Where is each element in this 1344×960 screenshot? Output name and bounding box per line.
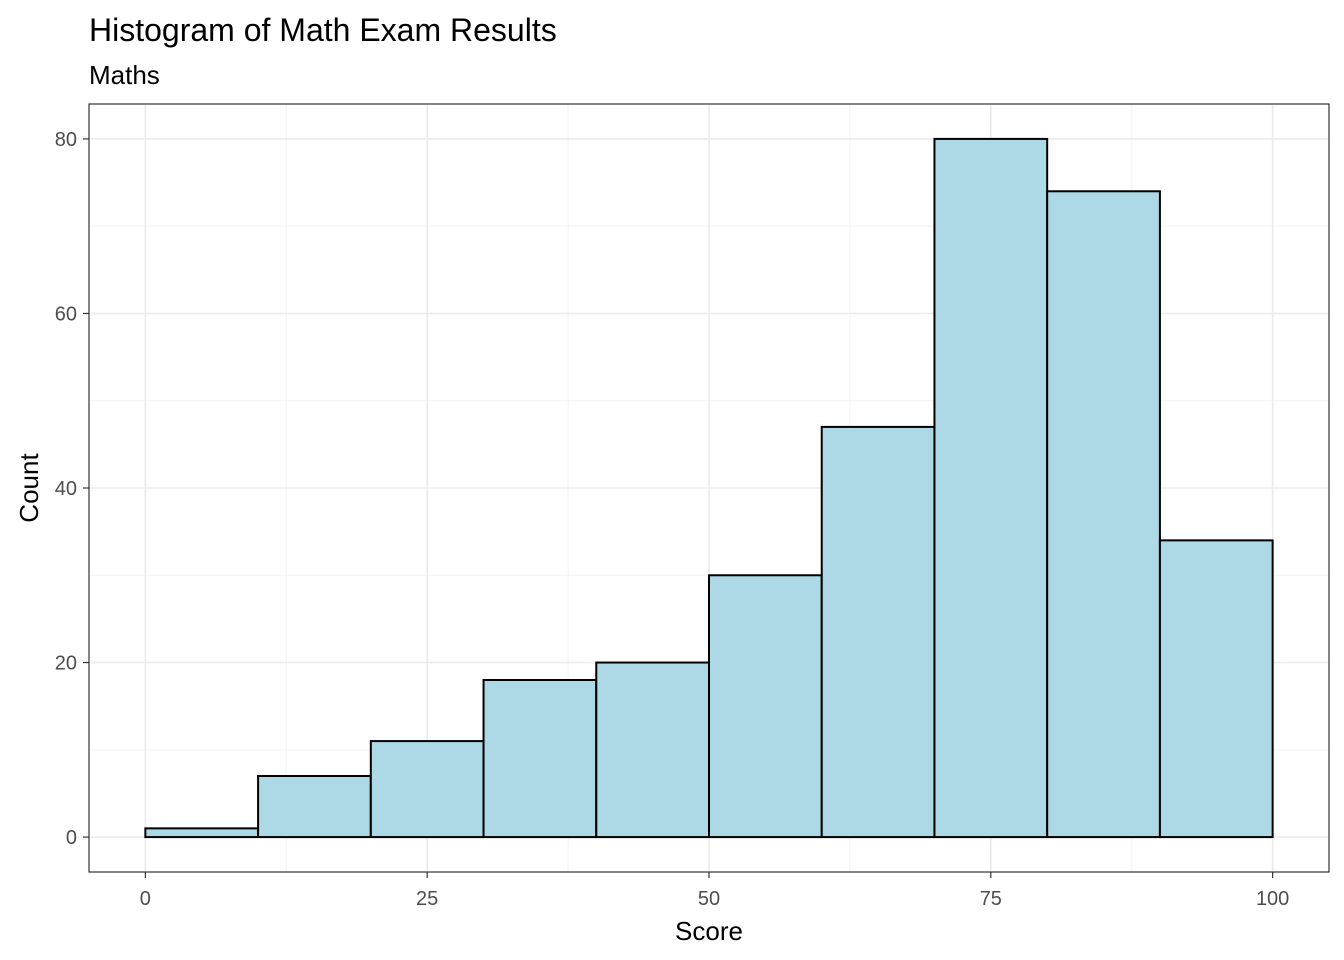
- x-axis-title: Score: [675, 916, 743, 946]
- chart-subtitle: Maths: [89, 60, 160, 90]
- axis-ticks: [83, 138, 1274, 878]
- y-axis-tick-labels: 0 20 40 60 80: [55, 129, 77, 849]
- histogram-bar: [933, 137, 1049, 839]
- y-axis-title: Count: [14, 453, 44, 523]
- x-axis-tick-label: 0: [140, 888, 151, 910]
- histogram-bar: [820, 425, 936, 839]
- x-axis-tick-labels: 0 25 50 75 100: [140, 888, 1290, 910]
- chart-title: Histogram of Math Exam Results: [89, 12, 557, 48]
- histogram-bar: [1158, 539, 1274, 839]
- x-axis-tick-label: 25: [416, 888, 438, 910]
- x-axis-tick-label: 50: [698, 888, 720, 910]
- histogram-bar: [369, 740, 485, 839]
- y-axis-tick-label: 40: [55, 478, 77, 500]
- histogram-bar: [257, 775, 372, 839]
- y-axis-tick-label: 0: [66, 827, 77, 849]
- histogram-bar: [708, 574, 823, 839]
- histogram-bar: [482, 679, 598, 839]
- histogram-bars: [144, 137, 1274, 839]
- x-axis-tick-label: 75: [980, 888, 1002, 910]
- histogram-bar: [144, 827, 260, 839]
- histogram-bar: [1046, 190, 1161, 839]
- y-axis-tick-label: 80: [55, 129, 77, 151]
- y-axis-tick-label: 60: [55, 303, 77, 325]
- x-axis-tick-label: 100: [1256, 888, 1289, 910]
- histogram-bar: [595, 661, 710, 839]
- y-axis-tick-label: 20: [55, 653, 77, 675]
